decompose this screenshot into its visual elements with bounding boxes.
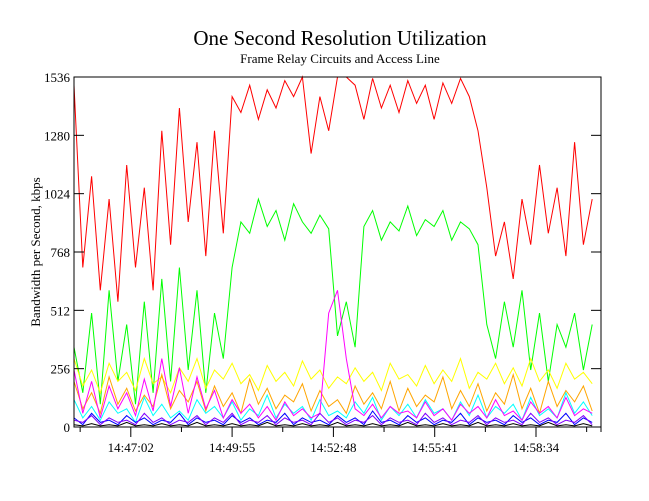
plot-frame (73, 76, 602, 428)
y-tick-label: 256 (51, 362, 71, 377)
series-line-1 (73, 197, 593, 405)
series-line-3 (73, 372, 593, 415)
chart-subtitle: Frame Relay Circuits and Access Line (240, 51, 440, 66)
series-line-5 (73, 290, 593, 422)
axes-layer: 0 256 512 768 1024 1280 1536 14:47:02 14:49:55 14… (44, 70, 602, 455)
y-tick-label: 1536 (44, 70, 71, 85)
y-axis-label: Bandwidth per Second, kbps (28, 177, 43, 326)
y-tick-label: 1024 (44, 187, 71, 202)
series-line-4 (73, 391, 593, 424)
y-tick-label: 768 (51, 245, 71, 260)
x-tick-label: 14:49:55 (209, 440, 255, 455)
x-tick-label: 14:52:48 (310, 440, 356, 455)
x-tick-label: 14:55:41 (412, 440, 458, 455)
series-line-8 (73, 421, 593, 427)
y-tick-label: 0 (64, 420, 71, 435)
series-line-7 (73, 412, 593, 426)
x-tick-label: 14:47:02 (108, 440, 154, 455)
series-line-0 (73, 75, 593, 302)
chart-title: One Second Resolution Utilization (193, 26, 487, 50)
series-layer (73, 75, 593, 427)
x-tick-label: 14:58:34 (513, 440, 560, 455)
y-tick-label: 1280 (44, 128, 70, 143)
y-tick-label: 512 (51, 303, 71, 318)
